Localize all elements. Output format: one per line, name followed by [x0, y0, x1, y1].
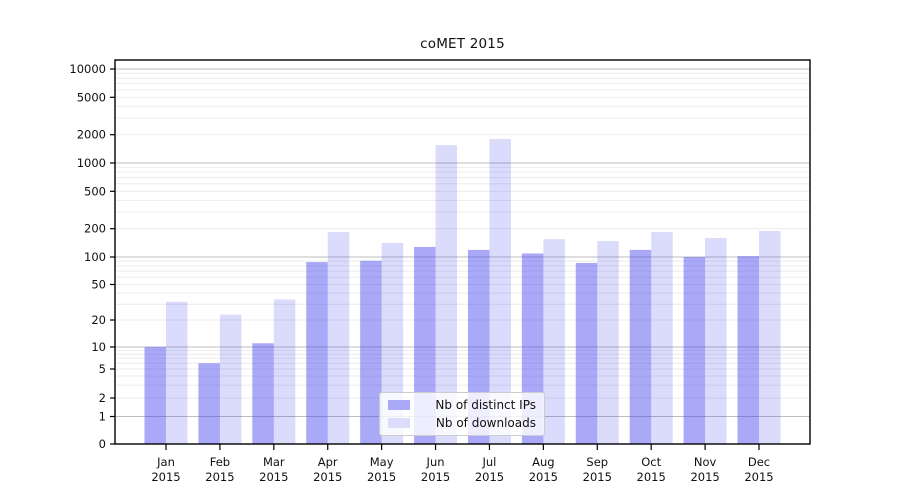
bar-distinct-ips	[737, 256, 759, 444]
y-axis-tick-label: 5000	[77, 90, 106, 104]
y-axis-tick-label: 10000	[69, 62, 106, 76]
bar-distinct-ips	[629, 249, 652, 444]
x-axis-tick-label: Feb 2015	[205, 455, 234, 484]
bar-downloads	[219, 314, 242, 444]
axes-spines	[114, 59, 811, 445]
x-axis-tick-label: Jun 2015	[421, 455, 450, 484]
bar-downloads	[273, 299, 296, 444]
y-axis-tick-label: 500	[84, 184, 106, 198]
bar-downloads	[435, 145, 458, 444]
y-axis-tick-label: 10	[91, 340, 106, 354]
x-axis-tick-label: Nov 2015	[690, 455, 719, 484]
legend-item-downloads: Nb of downloads	[388, 416, 536, 430]
bar-distinct-ips	[252, 343, 274, 444]
x-axis-tick-label: May 2015	[367, 455, 396, 484]
bar-downloads	[759, 231, 781, 444]
legend-swatch-distinct-ips	[388, 400, 410, 411]
legend-swatch-downloads	[388, 417, 410, 428]
y-axis-tick-label: 5	[99, 362, 106, 376]
bar-distinct-ips	[198, 363, 220, 444]
legend-item-distinct-ips: Nb of distinct IPs	[388, 398, 536, 412]
bar-downloads	[327, 232, 350, 444]
chart-title: coMET 2015	[420, 36, 505, 52]
bar-distinct-ips	[306, 262, 328, 444]
y-axis-tick-label: 2000	[77, 128, 106, 142]
legend-label-downloads: Nb of downloads	[435, 415, 536, 430]
bar-downloads	[597, 240, 619, 444]
bar-distinct-ips	[575, 262, 598, 444]
legend: Nb of distinct IPs Nb of downloads	[379, 392, 545, 436]
bar-downloads	[543, 239, 565, 444]
y-axis-tick-label: 1000	[77, 156, 106, 170]
y-axis-tick-label: 0	[99, 437, 106, 451]
x-axis-tick-label: Oct 2015	[637, 455, 666, 484]
y-axis-tick-label: 20	[91, 313, 106, 327]
x-axis-tick-label: Dec 2015	[744, 455, 773, 484]
x-axis-tick-label: Aug 2015	[529, 455, 558, 484]
bar-downloads	[489, 139, 511, 444]
bar-distinct-ips	[360, 260, 382, 444]
legend-label-distinct-ips: Nb of distinct IPs	[435, 398, 536, 413]
bar-downloads	[166, 301, 188, 444]
y-axis-tick-label: 200	[84, 222, 106, 236]
bar-distinct-ips	[683, 257, 706, 444]
y-axis-tick-label: 100	[84, 250, 106, 264]
y-axis-tick-label: 1	[99, 410, 106, 424]
x-axis-tick-label: Sep 2015	[583, 455, 612, 484]
x-axis-tick-label: Apr 2015	[313, 455, 342, 484]
x-axis-tick-label: Mar 2015	[259, 455, 288, 484]
bar-downloads	[651, 232, 673, 444]
bar-distinct-ips	[144, 347, 166, 444]
y-axis-tick-label: 2	[99, 391, 106, 405]
x-axis-tick-label: Jan 2015	[151, 455, 180, 484]
bar-downloads	[705, 238, 727, 444]
x-axis-tick-label: Jul 2015	[475, 455, 504, 484]
y-axis-tick-label: 50	[91, 278, 106, 292]
